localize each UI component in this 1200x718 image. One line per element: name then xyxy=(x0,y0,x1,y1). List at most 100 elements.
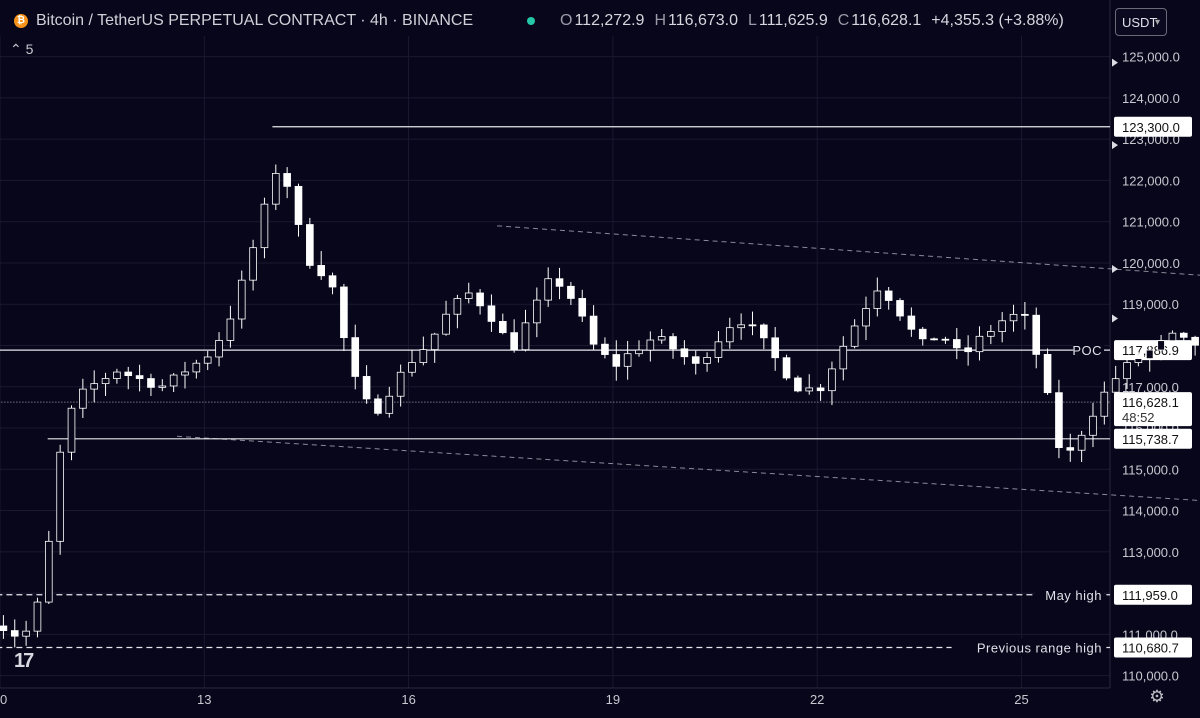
candle-body xyxy=(1089,415,1097,436)
y-tick-label: 121,000.0 xyxy=(1122,215,1180,230)
price-label: 110,680.7 xyxy=(1122,641,1179,656)
candle-body xyxy=(1100,391,1109,417)
scale-marker-icon xyxy=(1112,264,1118,273)
currency-selector[interactable]: USDT ▾ xyxy=(1115,8,1167,36)
candle-body xyxy=(1066,447,1075,451)
candle-body xyxy=(135,375,144,379)
candle-body xyxy=(362,376,371,400)
y-tick-label: 113,000.0 xyxy=(1122,545,1179,560)
candle-body xyxy=(589,315,598,345)
candle-body xyxy=(805,387,814,392)
candle-body xyxy=(578,298,587,317)
candle-body xyxy=(725,327,734,343)
candle-body xyxy=(555,278,564,287)
candle-body xyxy=(317,265,326,277)
level-label-bg xyxy=(1073,341,1104,360)
level-label-bg xyxy=(951,638,1104,657)
candle-body xyxy=(760,324,768,339)
ohlc-readout: O 112,272.9 H 116,673.0 L 111,625.9 C 116,628.1… xyxy=(560,12,1074,30)
y-tick-label: 117,000.0 xyxy=(1122,380,1179,395)
price-label-box xyxy=(1114,584,1192,605)
candle-body xyxy=(1032,314,1041,355)
candle-body xyxy=(1134,358,1143,363)
candle-body xyxy=(1077,434,1086,451)
candle-body xyxy=(896,300,904,317)
candle-body xyxy=(124,371,133,377)
candle-body xyxy=(1191,336,1199,346)
candle-body xyxy=(487,305,496,322)
close-label: C xyxy=(837,12,850,29)
candle-body xyxy=(113,371,121,379)
price-label-box xyxy=(1114,428,1192,449)
candle-body xyxy=(680,348,689,358)
candle-body xyxy=(181,371,189,376)
trendline-channel-lower xyxy=(177,435,1200,502)
indicator-count: 5 xyxy=(25,41,34,57)
candle-body xyxy=(328,275,337,288)
low-value: 111,625.9 xyxy=(758,12,828,29)
candle-body xyxy=(975,335,984,353)
x-tick-label: 22 xyxy=(810,692,824,707)
candle-body xyxy=(862,308,870,327)
candle-body xyxy=(419,349,428,363)
candle-body xyxy=(476,292,484,307)
y-tick-label: 110,000.0 xyxy=(1122,669,1179,684)
candle-body xyxy=(340,286,348,339)
settings-icon[interactable]: ⚙ xyxy=(1149,687,1165,706)
candle-body xyxy=(215,340,223,358)
candle-body xyxy=(1145,349,1154,359)
bitcoin-icon: ₿ xyxy=(14,14,28,28)
candle-body xyxy=(601,343,609,355)
price-label-box xyxy=(1114,392,1192,427)
candle-body xyxy=(612,354,621,367)
candle-body xyxy=(192,362,201,373)
candle-body xyxy=(1179,332,1188,338)
x-tick-label: 10 xyxy=(0,692,7,707)
close-value: 116,628.1 xyxy=(851,12,922,29)
candle-body xyxy=(782,357,791,379)
scale-marker-icon xyxy=(1112,141,1118,150)
candle-body xyxy=(306,224,314,266)
candle-body xyxy=(90,383,99,390)
level-label: May high xyxy=(1045,588,1102,603)
candle-body xyxy=(396,371,405,397)
price-label: 115,738.7 xyxy=(1122,432,1179,447)
candle-body xyxy=(101,378,110,385)
candle-body xyxy=(1021,313,1029,316)
candle-body xyxy=(1111,378,1120,393)
candle-body xyxy=(249,247,257,281)
candle-body xyxy=(294,185,303,225)
candle-body xyxy=(1168,332,1177,342)
candle-body xyxy=(873,290,882,309)
candle-body xyxy=(237,279,246,320)
candle-body xyxy=(657,336,666,341)
candle-body xyxy=(271,173,280,205)
countdown-label: 48:52 xyxy=(1122,410,1155,425)
x-tick-label: 13 xyxy=(197,692,211,707)
candle-body xyxy=(635,349,643,355)
chart-title: Bitcoin / TetherUS PERPETUAL CONTRACT · … xyxy=(36,12,474,29)
candle-body xyxy=(1123,362,1131,380)
market-status-icon xyxy=(527,17,535,25)
candle-body xyxy=(816,387,825,392)
candle-body xyxy=(544,278,552,301)
candle-body xyxy=(1055,392,1063,448)
candle-body xyxy=(169,374,178,387)
candle-body xyxy=(464,292,473,299)
low-label: L xyxy=(748,12,757,29)
candle-body xyxy=(33,601,42,632)
change-value: +4,355.3 (+3.88%) xyxy=(931,12,1064,29)
x-tick-label: 25 xyxy=(1014,692,1028,707)
candle-body xyxy=(147,378,155,388)
candle-body xyxy=(226,318,235,341)
chevron-down-icon: ▾ xyxy=(1154,17,1160,28)
candle-body xyxy=(850,325,859,347)
indicators-toggle[interactable]: ⌃ 5 xyxy=(10,41,33,58)
y-tick-label: 115,000.0 xyxy=(1122,462,1179,477)
price-label: 111,959.0 xyxy=(1122,588,1178,603)
candle-body xyxy=(691,356,700,364)
x-tick-label: 16 xyxy=(401,692,415,707)
candle-body xyxy=(374,398,382,414)
candle-body xyxy=(941,338,950,341)
